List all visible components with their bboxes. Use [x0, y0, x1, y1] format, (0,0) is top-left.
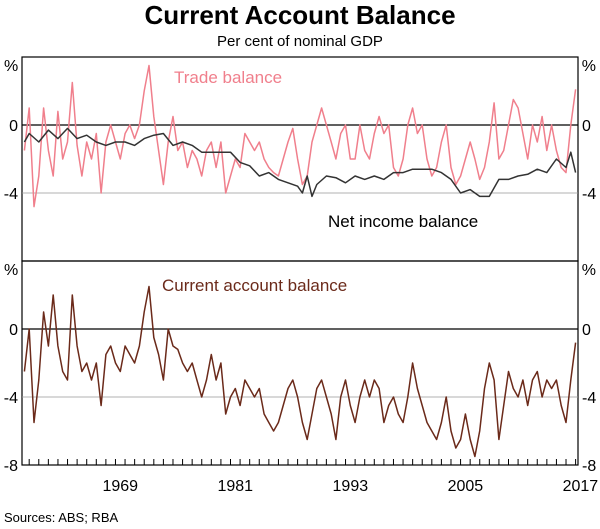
panel-bottom-yticks-right: -8 -4 0 — [582, 322, 596, 475]
trade-balance-label: Trade balance — [174, 68, 282, 87]
panel-bottom-frame — [21, 260, 579, 466]
bottom-ytick-left: 0 — [9, 322, 18, 339]
x-tick-label: 2017 — [563, 478, 599, 495]
panel-bottom-yticks-left: -8 -4 0 — [4, 322, 18, 475]
panel-top-frame — [21, 56, 579, 262]
chart-title: Current Account Balance — [144, 0, 455, 30]
panel-trade-net-income: -4 0 -4 0 % % Trade balance Net income bal… — [4, 56, 596, 262]
top-ytick-left: 0 — [9, 118, 18, 135]
panel-bottom-series — [23, 285, 577, 458]
series-line-net-income-balance — [23, 127, 577, 198]
panel-bottom-gridlines — [22, 328, 578, 398]
x-tick-label: 1993 — [333, 478, 369, 495]
x-tick-label: 2005 — [448, 478, 484, 495]
current-account-balance-label: Current account balance — [162, 276, 347, 295]
panel-current-account: -8 -4 0 -8 -4 0 % % Current account balance — [4, 260, 596, 475]
panel-top-unit-right: % — [582, 58, 596, 75]
panel-bottom-unit-right: % — [582, 262, 596, 279]
panel-top-yticks-right: -4 0 — [582, 118, 596, 203]
series-line-trade-balance — [23, 64, 577, 208]
panel-top-yticks-left: -4 0 — [4, 118, 18, 203]
panel-top-unit-left: % — [4, 58, 18, 75]
top-ytick-right: 0 — [582, 118, 591, 135]
top-ytick-left: -4 — [4, 186, 18, 203]
bottom-ytick-right: 0 — [582, 322, 591, 339]
panel-bottom-unit-left: % — [4, 262, 18, 279]
x-tick-label: 1969 — [102, 478, 138, 495]
net-income-balance-label: Net income balance — [328, 212, 478, 231]
panel-top-gridlines — [22, 124, 578, 194]
x-axis-minor-ticks — [28, 459, 577, 465]
x-axis-labels: 1969 1981 1993 2005 2017 — [102, 478, 598, 495]
panel-top-series — [23, 64, 577, 208]
x-tick-label: 1981 — [217, 478, 253, 495]
bottom-ytick-right: -8 — [582, 458, 596, 475]
bottom-ytick-right: -4 — [582, 390, 596, 407]
source-note: Sources: ABS; RBA — [4, 510, 118, 525]
series-line-current-account-balance — [23, 285, 577, 458]
bottom-ytick-left: -8 — [4, 458, 18, 475]
bottom-ytick-left: -4 — [4, 390, 18, 407]
chart-subtitle: Per cent of nominal GDP — [217, 33, 383, 50]
top-ytick-right: -4 — [582, 186, 596, 203]
